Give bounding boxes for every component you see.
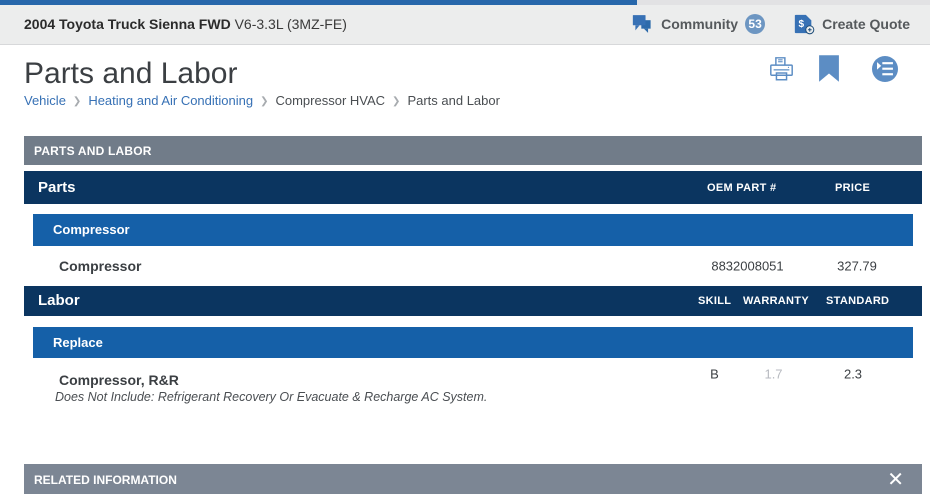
svg-text:$: $: [799, 19, 805, 30]
